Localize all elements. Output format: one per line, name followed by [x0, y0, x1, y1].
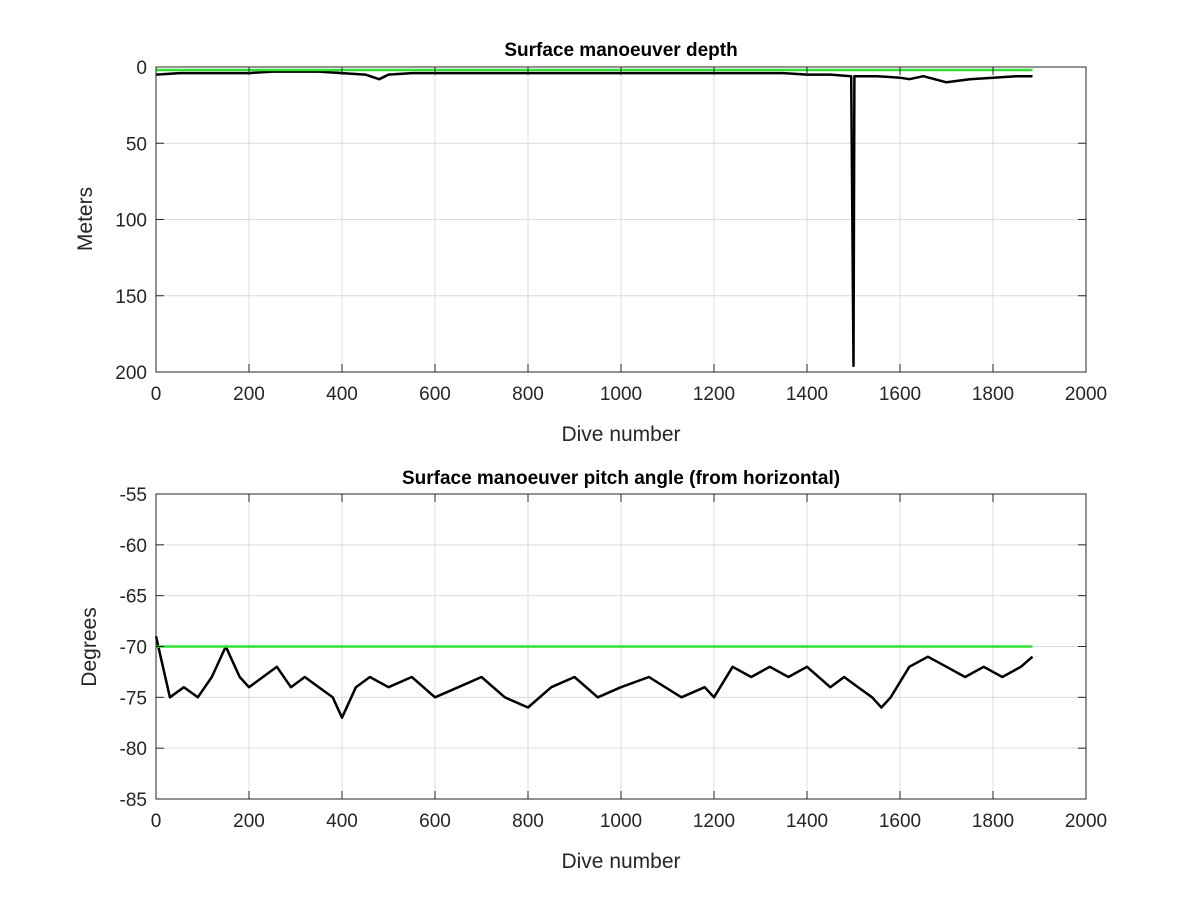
pitch-y-tick-label-3: -70 [120, 638, 147, 659]
pitch-y-tick-label-2: -65 [120, 587, 147, 608]
pitch-x-tick-label-3: 600 [419, 811, 451, 832]
depth-y-tick-label-1: 50 [126, 134, 147, 155]
pitch-series-0 [154, 636, 1034, 719]
pitch-x-tick-label-1: 200 [233, 811, 265, 832]
depth-chart-ylabel: Meters [74, 187, 97, 251]
pitch-x-tick-label-7: 1400 [786, 811, 828, 832]
pitch-chart-ylabel: Degrees [78, 607, 101, 686]
depth-x-tick-label-8: 1600 [879, 384, 921, 405]
pitch-y-tick-label-4: -75 [120, 688, 147, 709]
depth-x-tick-label-6: 1200 [693, 384, 735, 405]
depth-x-tick-label-4: 800 [512, 384, 544, 405]
pitch-y-tick-label-1: -60 [120, 536, 147, 557]
depth-x-tick-label-9: 1800 [972, 384, 1014, 405]
pitch-y-tick-label-0: -55 [120, 485, 147, 506]
depth-x-tick-label-0: 0 [151, 384, 162, 405]
pitch-x-tick-label-8: 1600 [879, 811, 921, 832]
depth-chart: Surface manoeuver depth Dive number Mete… [74, 40, 1107, 446]
depth-y-tick-label-2: 100 [115, 211, 147, 232]
depth-x-tick-label-3: 600 [419, 384, 451, 405]
depth-chart-xlabel: Dive number [561, 423, 680, 446]
pitch-x-tick-label-4: 800 [512, 811, 544, 832]
pitch-x-tick-label-10: 2000 [1065, 811, 1107, 832]
depth-y-tick-label-0: 0 [136, 58, 147, 79]
pitch-x-tick-label-0: 0 [151, 811, 162, 832]
pitch-chart: Surface manoeuver pitch angle (from hori… [78, 468, 1107, 873]
depth-chart-title: Surface manoeuver depth [504, 40, 737, 61]
depth-y-tick-label-4: 200 [115, 363, 147, 384]
pitch-x-tick-label-6: 1200 [693, 811, 735, 832]
depth-x-tick-label-5: 1000 [600, 384, 642, 405]
depth-x-tick-label-7: 1400 [786, 384, 828, 405]
depth-series-0 [156, 70, 1033, 368]
pitch-chart-xlabel: Dive number [561, 850, 680, 873]
pitch-x-tick-label-9: 1800 [972, 811, 1014, 832]
pitch-x-tick-label-2: 400 [326, 811, 358, 832]
depth-y-tick-label-3: 150 [115, 287, 147, 308]
depth-x-tick-label-2: 400 [326, 384, 358, 405]
pitch-x-tick-label-5: 1000 [600, 811, 642, 832]
depth-x-tick-label-1: 200 [233, 384, 265, 405]
depth-x-tick-label-10: 2000 [1065, 384, 1107, 405]
pitch-chart-title: Surface manoeuver pitch angle (from hori… [402, 468, 840, 489]
pitch-y-tick-label-6: -85 [120, 790, 147, 811]
pitch-y-tick-label-5: -80 [120, 739, 147, 760]
